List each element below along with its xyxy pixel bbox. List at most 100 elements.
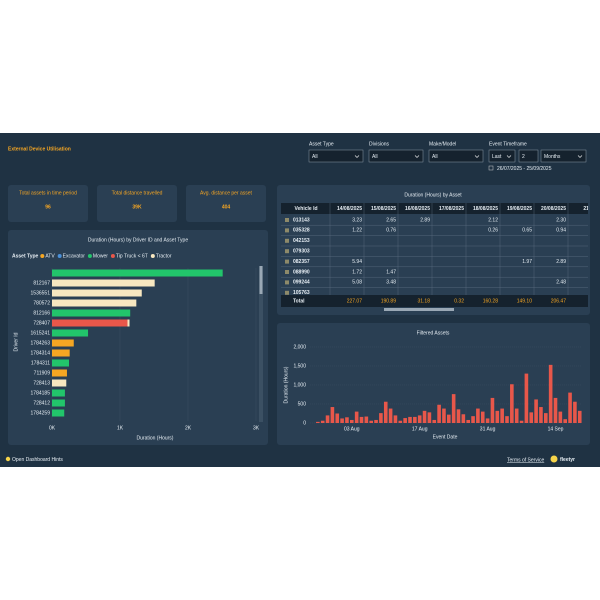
bar [52,389,65,397]
bar [568,392,572,423]
filter-label: Event Timeframe [489,141,527,147]
table-cell: 079303 [293,249,310,255]
legend-title: Asset Type [12,253,39,259]
total-cell: 31.18 [417,298,430,304]
filter-value[interactable]: All [432,154,438,160]
table-cell: 1.22 [352,228,362,234]
bar [544,413,548,423]
timeframe-value[interactable]: 2 [522,154,525,160]
bar [52,279,155,287]
bar [335,413,340,423]
bar [519,420,524,423]
bar [417,415,422,423]
timeframe-value[interactable]: Last [492,154,502,160]
filter-value[interactable]: All [312,154,318,160]
filter-dropdown[interactable] [428,149,484,163]
x-tick-label: 1K [117,425,124,431]
total-cell: 190.89 [381,298,397,304]
bar [447,414,451,423]
bar [432,419,437,423]
bar [437,404,441,423]
bar [558,411,563,423]
bar [413,416,417,423]
y-tick-label: 1536551 [31,290,51,296]
timeframe-input[interactable] [488,149,516,163]
bar [364,416,369,423]
total-cell: 149.10 [517,298,533,304]
filter-dropdown[interactable] [368,149,424,163]
y-tick-label: 1784263 [31,340,51,346]
timeframe-input[interactable] [518,149,539,163]
table-scroll-thumb[interactable] [384,308,454,311]
bar [451,394,456,423]
chevron [414,155,420,158]
table-header-bg [281,203,588,214]
bar [510,384,514,423]
bar [388,408,393,423]
bar [490,397,495,423]
bar [529,412,534,423]
chevron [354,155,360,158]
x-tick-label: 2K [185,425,192,431]
panel [277,185,590,315]
hints-icon [5,456,11,462]
column-header: 19/08/2025 [507,206,532,212]
table-cell: 099244 [293,280,310,286]
bar [316,421,320,423]
bar [461,414,466,423]
bar [52,309,131,317]
bar [330,407,335,423]
chevron [506,155,512,158]
legend-swatch [150,254,155,258]
y-tick-label: 1784314 [31,350,51,356]
panel [277,323,590,445]
y-tick-label: 1615241 [31,330,51,336]
y-tick-label: 812166 [33,310,50,316]
bar [340,418,344,423]
filter-dropdown[interactable] [308,149,364,163]
terms-link[interactable]: Terms of Service [507,457,544,463]
total-cell: Total [293,298,305,304]
column-header: Vehicle Id [294,206,317,212]
dashboard-title: External Device Utilisation [8,146,71,152]
kpi-label: Total assets in time period [19,190,77,196]
bar [398,420,403,423]
table-cell: 082357 [293,259,310,265]
legend-swatch [110,254,115,258]
legend-swatch [57,254,62,258]
bar [52,319,128,327]
hints-link[interactable]: Open Dashboard Hints [12,457,63,463]
filter-value[interactable]: All [372,154,378,160]
table-cell: 0.65 [522,228,532,234]
bar [514,408,519,423]
legend-swatch [87,254,92,258]
timeframe-input[interactable] [540,149,587,163]
bar [52,409,65,417]
x-axis-title: Duration (Hours) [137,435,174,441]
table-cell: 2.48 [556,280,566,286]
y-tick-label: 0 [303,420,306,426]
column-header: 18/08/2025 [473,206,498,212]
date-range: 26/07/2025 - 25/09/2025 [497,166,552,172]
total-cell: 160.28 [483,298,499,304]
total-cell: 227.07 [347,298,363,304]
table-cell: 2.89 [556,259,566,265]
bar [422,410,427,423]
row-icon [285,228,289,233]
column-header: 14/08/2025 [337,206,362,212]
y-tick-label: 1784311 [31,360,50,366]
bar [427,412,432,423]
timeframe-value[interactable]: Months [544,154,561,160]
kpi-value: 404 [222,204,231,210]
panel [8,185,88,222]
scroll-thumb[interactable] [259,266,263,294]
y-tick-label: 711909 [34,370,51,376]
bar [500,408,504,423]
legend-label: Tractor [156,253,172,259]
table-cell: 0.76 [386,228,396,234]
table-cell: 2.12 [488,217,498,223]
kpi-value: 96 [45,204,51,210]
column-header: 15/08/2025 [371,206,396,212]
total-cell: 0.32 [454,298,464,304]
bar [476,408,480,423]
